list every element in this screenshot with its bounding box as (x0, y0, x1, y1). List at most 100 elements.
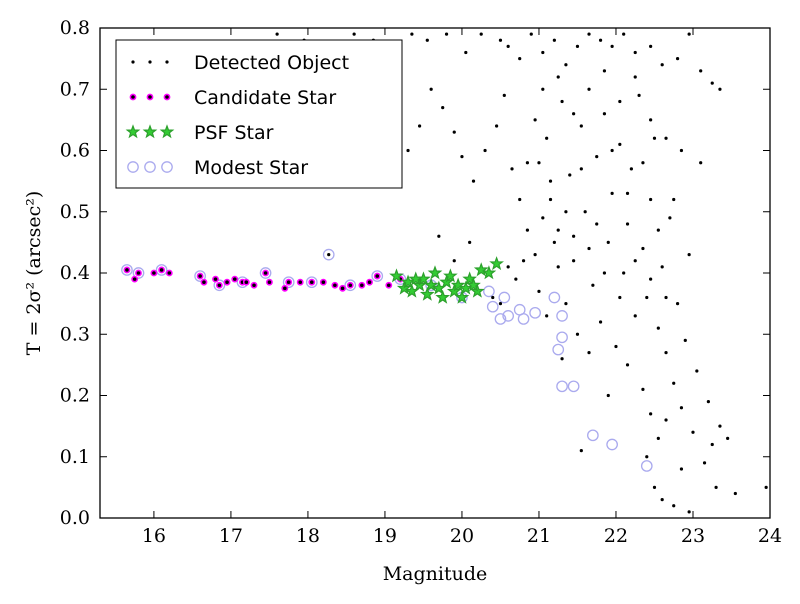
detected-object-point (618, 142, 622, 146)
candidate-star-point (123, 266, 131, 274)
detected-object-point (541, 87, 545, 91)
detected-object-point (595, 155, 599, 159)
detected-object-point (521, 259, 526, 263)
modest-star-point (556, 331, 568, 344)
detected-object-point (587, 246, 591, 251)
detected-object-point (656, 228, 660, 232)
detected-object-point (633, 314, 637, 318)
candidate-star-point (212, 275, 219, 283)
y-tick-label: 0.8 (60, 17, 90, 39)
detected-object-point (679, 467, 684, 471)
modest-star-point (556, 380, 568, 393)
detected-object-point (425, 38, 429, 42)
modest-star-point (282, 276, 295, 289)
detected-object-point (352, 32, 356, 36)
detected-object-point (460, 155, 464, 159)
detected-object-point (706, 400, 710, 404)
candidate-star-point (339, 284, 346, 292)
candidate-star-point (150, 269, 158, 277)
detected-object-point (691, 430, 695, 434)
legend-modest-star-marker (144, 161, 156, 173)
modest-star-point (606, 438, 618, 451)
candidate-star-point (373, 272, 381, 280)
detected-object-point (568, 173, 572, 177)
detected-object-point (633, 75, 637, 79)
detected-object-point (699, 69, 703, 73)
detected-object-point (602, 112, 607, 116)
detected-object-point (637, 93, 641, 97)
detected-object-point (649, 197, 653, 202)
modest-star-point (517, 313, 530, 325)
modest-star-point (494, 313, 507, 325)
modest-star-point (155, 264, 168, 276)
detected-object-point (641, 161, 645, 165)
detected-object-point (471, 179, 476, 183)
candidate-star-point (266, 278, 273, 286)
detected-object-point (464, 50, 468, 55)
legend-psf-star-marker (159, 124, 175, 139)
detected-object-point (572, 259, 576, 263)
detected-object-point (649, 277, 653, 281)
detected-object-point (699, 161, 703, 165)
y-tick-label: 0.4 (60, 262, 90, 284)
candidate-star-point (196, 272, 204, 280)
modest-star-point (486, 300, 499, 313)
detected-object-point (498, 302, 503, 306)
detected-object-point (622, 271, 626, 275)
psf-star-point (450, 277, 466, 292)
modest-star-point (587, 429, 599, 442)
modest-star-point (132, 267, 145, 279)
detected-object-point (675, 57, 680, 61)
detected-object-point (656, 436, 660, 440)
detected-object-point (660, 498, 664, 502)
detected-object-point (327, 253, 331, 257)
detected-object-point (564, 302, 568, 306)
detected-object-point (502, 93, 506, 97)
detected-object-point (560, 99, 564, 104)
psf-star-point (458, 280, 474, 295)
detected-object-point (437, 234, 441, 238)
detected-object-point (610, 148, 614, 153)
detected-object-point (664, 418, 668, 422)
legend-label: Modest Star (194, 157, 308, 179)
detected-object-point (537, 289, 541, 293)
legend-detected-object-marker (131, 60, 135, 64)
detected-object-point (652, 136, 657, 140)
modest-star-point (344, 279, 357, 292)
legend-psf-star-marker (125, 124, 141, 139)
detected-object-point (629, 167, 633, 171)
detected-object-point (564, 63, 568, 67)
detected-object-point (710, 442, 714, 447)
detected-object-point (687, 253, 691, 257)
psf-star-point (466, 277, 481, 292)
detected-object-point (718, 87, 722, 91)
detected-object-point (506, 265, 510, 269)
modest-star-point (483, 285, 495, 298)
detected-object-point (679, 406, 684, 410)
x-tick-label: 18 (296, 525, 320, 547)
series-detected-object (275, 32, 768, 514)
series-modest-star (121, 248, 653, 472)
psf-star-point (427, 265, 443, 280)
x-tick-label: 16 (142, 525, 166, 547)
detected-object-point (518, 197, 522, 202)
modest-star-point (640, 460, 653, 472)
detected-object-point (575, 332, 580, 336)
detected-object-point (675, 302, 680, 306)
detected-object-point (733, 491, 737, 496)
x-tick-label: 17 (219, 525, 243, 547)
legend-candidate-star-marker (129, 93, 137, 101)
detected-object-point (625, 191, 630, 195)
detected-object-point (610, 191, 614, 195)
psf-star-point (489, 256, 504, 271)
psf-star-point (454, 289, 470, 304)
y-axis-title: T = 2σ² (arcsec²) (23, 191, 45, 356)
detected-object-point (591, 283, 595, 287)
detected-object-point (587, 351, 591, 355)
candidate-star-point (285, 278, 293, 286)
detected-object-point (672, 197, 676, 202)
detected-object-point (695, 369, 699, 373)
x-tick-label: 20 (450, 525, 474, 547)
detected-object-point (664, 136, 668, 140)
